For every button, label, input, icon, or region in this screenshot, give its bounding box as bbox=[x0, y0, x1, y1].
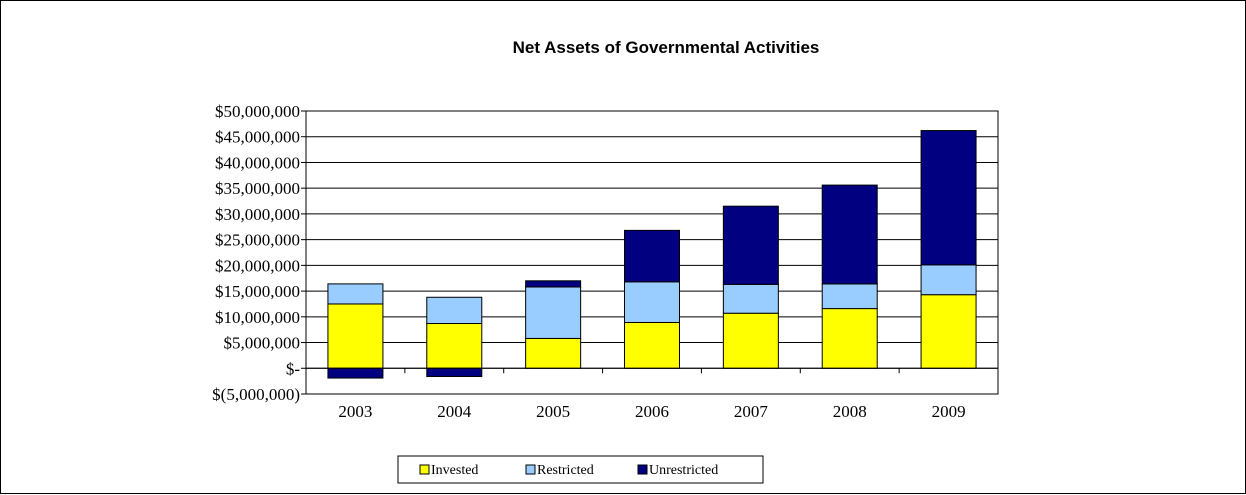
x-tick-label: 2003 bbox=[338, 402, 372, 421]
y-tick-label: $45,000,000 bbox=[215, 128, 300, 147]
legend: Invested Restricted Unrestricted bbox=[397, 455, 764, 484]
legend-label-invested: Invested bbox=[431, 463, 478, 478]
bar-unrestricted-2008 bbox=[821, 184, 878, 285]
bar-invested-2006 bbox=[624, 321, 680, 369]
bar-invested-2008 bbox=[821, 308, 878, 369]
bar-unrestricted-2009 bbox=[920, 130, 977, 266]
bar-invested-2009 bbox=[920, 294, 977, 369]
y-tick-label: $20,000,000 bbox=[215, 256, 300, 275]
bar-invested-2004 bbox=[426, 323, 483, 369]
bar-restricted-2009 bbox=[920, 264, 977, 296]
plot-area bbox=[305, 110, 999, 395]
axes bbox=[301, 110, 999, 395]
bar-restricted-2004 bbox=[426, 296, 483, 325]
bars bbox=[327, 130, 977, 379]
y-tick-label: $50,000,000 bbox=[215, 102, 300, 121]
bar-restricted-2006 bbox=[624, 281, 680, 323]
bar-restricted-2003 bbox=[327, 283, 384, 305]
bar-restricted-2005 bbox=[525, 286, 582, 339]
y-tick-labels: $(5,000,000) $- $5,000,000 $10,000,000 $15,0… bbox=[212, 102, 300, 404]
y-tick-label: $5,000,000 bbox=[224, 334, 301, 353]
bar-unrestricted-2006 bbox=[624, 229, 680, 283]
legend-box bbox=[397, 455, 764, 484]
bar-unrestricted-2007 bbox=[722, 205, 779, 285]
x-tick-label: 2009 bbox=[932, 402, 966, 421]
x-tick-label: 2008 bbox=[833, 402, 867, 421]
bar-restricted-2008 bbox=[821, 283, 878, 310]
y-tick-label: $10,000,000 bbox=[215, 308, 300, 327]
bar-invested-2005 bbox=[525, 337, 582, 369]
y-tick-label: $25,000,000 bbox=[215, 231, 300, 250]
bar-unrestricted-2005 bbox=[525, 280, 582, 288]
x-tick-label: 2006 bbox=[635, 402, 669, 421]
legend-swatch-restricted bbox=[525, 464, 536, 475]
y-tick-label: $15,000,000 bbox=[215, 282, 300, 301]
legend-label-restricted: Restricted bbox=[537, 463, 594, 478]
y-tick-label: $40,000,000 bbox=[215, 153, 300, 172]
bar-unrestricted-2004 bbox=[426, 367, 483, 378]
x-tick-labels: 2003 2004 2005 2006 2007 2008 2009 bbox=[338, 402, 965, 421]
legend-swatch-invested bbox=[419, 464, 430, 475]
legend-label-unrestricted: Unrestricted bbox=[649, 463, 718, 478]
bar-invested-2007 bbox=[722, 312, 779, 369]
y-tick-label: $- bbox=[286, 359, 301, 378]
bar-unrestricted-2003 bbox=[327, 367, 384, 379]
x-tick-label: 2004 bbox=[437, 402, 472, 421]
y-tick-label: $30,000,000 bbox=[215, 205, 300, 224]
x-tick-label: 2007 bbox=[734, 402, 769, 421]
y-tick-label: $35,000,000 bbox=[215, 179, 300, 198]
bar-restricted-2007 bbox=[722, 283, 779, 314]
chart-title: Net Assets of Governmental Activities bbox=[513, 38, 820, 57]
legend-swatch-unrestricted bbox=[637, 464, 648, 475]
y-tick-label: $(5,000,000) bbox=[212, 385, 300, 404]
bar-invested-2003 bbox=[327, 303, 384, 369]
x-tick-label: 2005 bbox=[536, 402, 570, 421]
